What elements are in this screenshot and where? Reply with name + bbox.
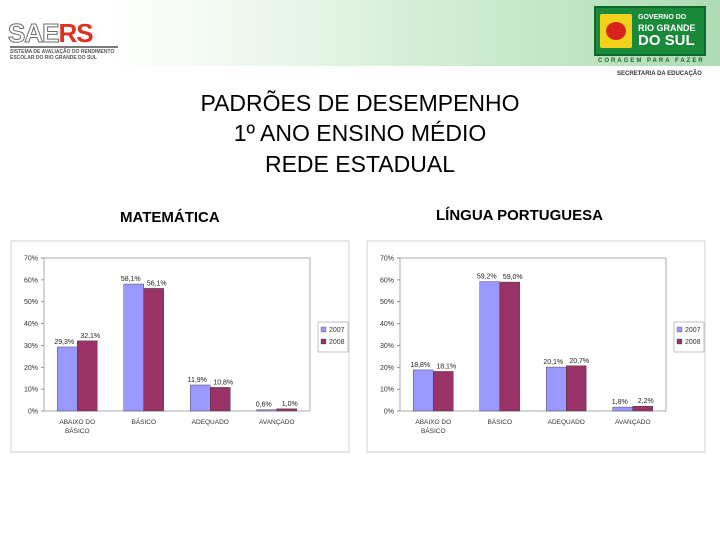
saers-logo: SAERS SISTEMA DE AVALIAÇÃO DO RENDIMENTO… (7, 18, 120, 68)
portuguese-y-tick-label: 50% (380, 299, 394, 306)
portuguese-bar-2008 (566, 365, 587, 412)
portuguese-bar-2008 (499, 281, 520, 412)
portuguese-data-label: 20,7% (569, 358, 589, 365)
math-bar-2007 (256, 409, 277, 412)
math-legend-swatch-2008 (320, 338, 327, 345)
math-legend-label-2007: 2007 (329, 327, 345, 334)
portuguese-x-tick-label: BÁSICO (487, 417, 512, 426)
portuguese-bar-2008 (433, 371, 454, 412)
math-data-label: 58,1% (121, 276, 141, 283)
math-data-label: 29,3% (54, 339, 74, 346)
math-y-tick-label: 40% (24, 321, 38, 328)
portuguese-y-tick-label: 0% (384, 409, 394, 416)
math-panel-heading: MATEMÁTICA (120, 209, 220, 226)
math-data-label: 56,1% (147, 280, 167, 287)
saers-logo-text: SAERS (7, 18, 93, 48)
page-title-line-2: 1º ANO ENSINO MÉDIO (233, 120, 487, 146)
portuguese-x-tick-label: AVANÇADO (615, 419, 651, 426)
math-bar-2008 (210, 387, 231, 412)
portuguese-legend-swatch-2007 (676, 326, 683, 333)
math-bar-2008 (77, 340, 98, 412)
government-logo: GOVERNO DO RIO GRANDE DO SUL (594, 6, 706, 56)
math-y-tick-label: 30% (24, 343, 38, 350)
math-bar-2007 (190, 384, 211, 412)
math-legend-swatch-2007 (320, 326, 327, 333)
portuguese-data-label: 18,8% (410, 362, 430, 369)
portuguese-x-tick-label: BÁSICO (421, 426, 446, 435)
page-title-line-3: REDE ESTADUAL (264, 151, 455, 177)
gov-logo-line3: DO SUL (638, 32, 695, 49)
math-x-tick-label: AVANÇADO (259, 419, 295, 426)
gov-logo-line1: GOVERNO DO (638, 14, 687, 21)
portuguese-x-tick-label: ADEQUADO (548, 419, 585, 426)
math-y-tick-label: 70% (24, 256, 38, 263)
math-y-tick-label: 0% (28, 409, 38, 416)
math-data-label: 32,1% (80, 333, 100, 340)
math-chart: 0% 10% 20% 30% 40% 50% 60% 70% 29,3% 32,1% ABAIXO … (10, 240, 350, 453)
portuguese-bar-2008 (632, 405, 653, 412)
portuguese-chart: 0% 10% 20% 30% 40% 50% 60% 70% 18,8% 18,1% ABAIXO … (366, 240, 706, 453)
state-emblem-icon (600, 14, 632, 48)
math-y-tick-label: 20% (24, 365, 38, 372)
portuguese-data-label: 1,8% (612, 399, 628, 406)
math-data-label: 1,0% (282, 401, 298, 408)
math-data-label: 11,9% (188, 377, 207, 384)
portuguese-legend-swatch-2008 (676, 338, 683, 345)
math-data-label: 0,6% (256, 402, 272, 409)
math-y-tick-label: 10% (24, 387, 38, 394)
portuguese-data-label: 20,1% (543, 359, 563, 366)
math-x-tick-label: ADEQUADO (192, 419, 229, 426)
math-x-tick-label: BÁSICO (131, 417, 156, 426)
math-legend-label-2008: 2008 (329, 339, 345, 346)
portuguese-bar-2007 (546, 366, 567, 412)
saers-logo-subtitle: SISTEMA DE AVALIAÇÃO DO RENDIMENTO ESCOL… (10, 49, 115, 61)
portuguese-x-tick-label: ABAIXO DO (415, 419, 451, 426)
math-bar-2007 (57, 346, 78, 412)
math-y-tick-label: 60% (24, 277, 38, 284)
math-y-tick-label: 50% (24, 299, 38, 306)
portuguese-bar-2007 (612, 406, 633, 412)
portuguese-y-tick-label: 40% (380, 321, 394, 328)
portuguese-y-tick-label: 20% (380, 365, 394, 372)
portuguese-data-label: 59,0% (503, 274, 523, 281)
saers-logo-divider (10, 46, 118, 48)
portuguese-data-label: 18,1% (436, 363, 456, 370)
math-bar-2008 (143, 288, 164, 412)
portuguese-y-tick-label: 60% (380, 277, 394, 284)
portuguese-y-tick-label: 30% (380, 343, 394, 350)
portuguese-bar-2007 (479, 281, 500, 412)
math-x-tick-label: BÁSICO (65, 426, 90, 435)
portuguese-y-tick-label: 70% (380, 256, 394, 263)
portuguese-legend-label-2008: 2008 (685, 339, 701, 346)
portuguese-y-tick-label: 10% (380, 387, 394, 394)
portuguese-legend-label-2007: 2007 (685, 327, 701, 334)
math-x-tick-label: ABAIXO DO (59, 419, 95, 426)
portuguese-panel-heading: LÍNGUA PORTUGUESA (436, 207, 603, 224)
gov-slogan: CORAGEM PARA FAZER (598, 58, 705, 64)
math-data-label: 10,8% (213, 379, 233, 386)
portuguese-data-label: 59,2% (477, 274, 497, 281)
page-title-line-1: PADRÕES DE DESEMPENHO (200, 90, 520, 116)
math-bar-2008 (276, 408, 297, 412)
gov-logo-line2: RIO GRANDE (638, 23, 696, 33)
portuguese-data-label: 2,2% (638, 398, 654, 405)
gov-department: SECRETARIA DA EDUCAÇÃO (617, 71, 702, 77)
portuguese-bar-2007 (413, 369, 434, 412)
math-bar-2007 (123, 283, 144, 412)
